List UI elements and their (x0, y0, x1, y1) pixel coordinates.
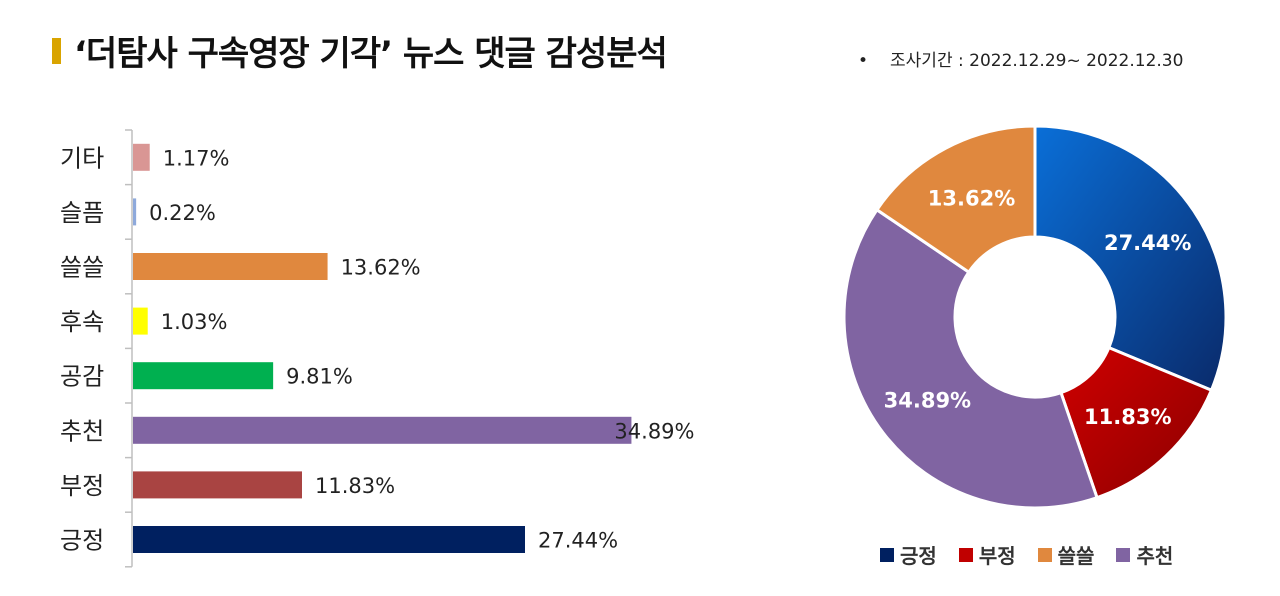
donut-slice (1059, 345, 1214, 500)
bar-category-label: 부정 (60, 472, 104, 500)
bar-value-label: 0.22% (149, 201, 216, 225)
bar-value-label: 11.83% (315, 474, 395, 498)
bar-category-label: 추천 (60, 417, 104, 445)
legend-label: 쓸쓸 (1057, 544, 1095, 568)
bar-category-label: 공감 (60, 363, 104, 391)
bar-value-label: 27.44% (538, 529, 618, 553)
chart-legend: 긍정 부정 쓸쓸 추천 (880, 540, 1173, 569)
bar (133, 143, 150, 171)
bar-value-label: 1.03% (161, 310, 228, 334)
donut-value-label: 13.62% (928, 186, 1015, 210)
bar-category-label: 쓸쓸 (60, 254, 104, 282)
legend-swatch (880, 547, 894, 562)
bar (133, 471, 302, 499)
legend-label: 추천 (1136, 544, 1174, 568)
bar (133, 307, 148, 335)
title-accent-bar (52, 38, 61, 64)
survey-period: • 조사기간 : 2022.12.29~ 2022.12.30 (858, 46, 1183, 71)
legend-item: 부정 (958, 540, 1016, 569)
donut-slice (1033, 124, 1228, 393)
donut-value-label: 11.83% (1084, 405, 1171, 429)
page-title: ‘더탐사 구속영장 기각’ 뉴스 댓글 감성분석 (74, 34, 668, 74)
sentiment-bar-chart: 기타 1.17% 슬픔 0.22% 쓸쓸 13.62% 후속 1.03% 공감 9.81% 추천 34… (60, 129, 695, 568)
donut-value-label: 27.44% (1104, 231, 1191, 255)
legend-label: 긍정 (900, 544, 937, 568)
donut-slice (842, 207, 1099, 510)
bar (133, 198, 137, 226)
legend-item: 긍정 (880, 540, 937, 569)
bar-value-label: 34.89% (614, 419, 694, 443)
legend-swatch (1116, 547, 1131, 562)
bar (133, 253, 328, 280)
donut-value-label: 34.89% (884, 388, 971, 412)
legend-swatch (958, 547, 973, 562)
bar-value-label: 13.62% (341, 256, 421, 280)
legend-item: 추천 (1116, 540, 1173, 569)
bar-value-label: 1.17% (163, 146, 230, 170)
bar-category-label: 슬픔 (60, 199, 104, 227)
bar (133, 416, 632, 444)
legend-item: 쓸쓸 (1037, 540, 1095, 569)
period-text: 조사기간 : 2022.12.29~ 2022.12.30 (890, 51, 1184, 71)
bar-category-label: 후속 (60, 308, 104, 336)
sentiment-donut-chart: 27.44% 11.83% 34.89% 13.62% (842, 124, 1228, 510)
donut-slice (874, 124, 1037, 275)
period-bullet: • (858, 51, 869, 71)
bar-value-label: 9.81% (286, 365, 353, 389)
bar-category-label: 긍정 (60, 527, 104, 555)
bar (133, 526, 525, 553)
legend-swatch (1037, 547, 1052, 562)
bar-category-label: 기타 (60, 144, 104, 172)
bar (133, 362, 274, 390)
legend-label: 부정 (978, 544, 1016, 568)
